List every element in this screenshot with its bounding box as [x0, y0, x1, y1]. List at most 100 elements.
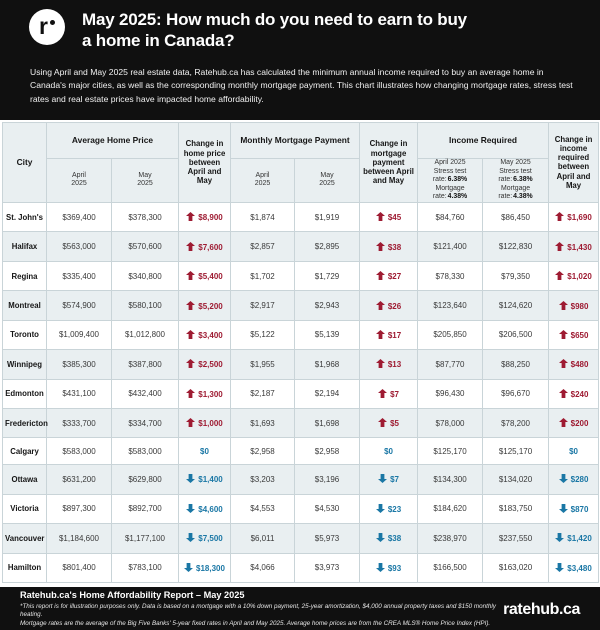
arrow-up-icon — [375, 329, 385, 339]
cell-payment-april: $2,857 — [230, 231, 295, 262]
arrow-up-icon — [186, 329, 196, 339]
cell-income-may: $79,350 — [482, 260, 550, 292]
cell-price-may: $783,100 — [111, 552, 179, 584]
cell-price-april: $431,100 — [46, 378, 112, 410]
change-value: $4,600 — [198, 504, 223, 514]
arrow-up-icon — [555, 271, 565, 281]
cell-price-april: $1,184,600 — [46, 523, 112, 554]
arrow-up-icon — [375, 212, 385, 222]
disclaimer-line1: *This report is for illustration purpose… — [20, 602, 496, 619]
ratehub-wordmark: ratehub.ca — [503, 600, 580, 618]
cell-payment-change: $26 — [359, 290, 419, 321]
cell-price-change: $5,200 — [178, 290, 231, 321]
change-value: $1,300 — [198, 389, 223, 399]
page-title-line1: May 2025: How much do you need to earn t… — [82, 10, 467, 29]
cell-price-change: $2,500 — [178, 349, 231, 380]
cell-payment-april: $1,955 — [230, 349, 295, 380]
change-value: $240 — [570, 389, 589, 399]
cell-payment-change: $7 — [359, 378, 419, 410]
column-header-change-income-required: Change in income required between April … — [548, 122, 600, 203]
intro-description: Using April and May 2025 real estate dat… — [30, 67, 573, 104]
arrow-up-icon — [186, 300, 196, 310]
cell-price-may: $378,300 — [111, 201, 179, 233]
cell-payment-change: $45 — [359, 201, 419, 233]
cell-price-change: $1,000 — [178, 408, 231, 439]
change-value: $26 — [387, 301, 402, 311]
column-header-price-april: April 2025 — [46, 158, 112, 203]
cell-income-april: $87,770 — [417, 349, 484, 380]
cell-payment-change: $23 — [359, 493, 419, 525]
cell-income-april: $96,430 — [417, 378, 484, 410]
cell-income-april: $125,170 — [417, 437, 484, 466]
logo-dot — [50, 20, 55, 25]
table-row: St. John's $369,400 $378,300 $8,900 $1,874 $1… — [2, 201, 600, 233]
cell-payment-may: $4,530 — [293, 493, 361, 525]
cell-income-april: $166,500 — [417, 552, 484, 584]
column-header-change-mortgage-payment: Change in mortgage payment between April… — [359, 122, 419, 203]
cell-price-april: $801,400 — [46, 552, 112, 584]
cell-price-change: $5,400 — [178, 260, 231, 292]
cell-income-april: $123,640 — [417, 290, 484, 321]
arrow-down-icon — [375, 562, 385, 572]
cell-city: Halifax — [2, 231, 47, 262]
table-row: Hamilton $801,400 $783,100 $18,300 $4,066 $3,… — [2, 552, 600, 584]
header-banner: r May 2025: How much do you need to earn… — [0, 0, 600, 120]
change-value: $870 — [570, 504, 589, 514]
change-value: $93 — [387, 563, 402, 573]
cell-price-change: $8,900 — [178, 201, 231, 233]
cell-payment-april: $1,693 — [230, 408, 295, 439]
change-value: $38 — [387, 534, 402, 544]
cell-income-change: $200 — [548, 408, 600, 439]
change-value: $980 — [570, 301, 589, 311]
cell-price-may: $629,800 — [111, 464, 179, 495]
cell-payment-may: $2,943 — [293, 290, 361, 321]
cell-city: Hamilton — [2, 552, 47, 584]
cell-price-april: $574,900 — [46, 290, 112, 321]
cell-payment-may: $5,139 — [293, 319, 361, 351]
cell-income-change: $870 — [548, 493, 600, 525]
arrow-up-icon — [186, 241, 196, 251]
cell-payment-may: $2,958 — [293, 437, 361, 466]
cell-payment-may: $1,919 — [293, 201, 361, 233]
column-group-average-home-price: Average Home Price — [46, 122, 179, 159]
cell-city: Fredericton — [2, 408, 48, 439]
cell-price-april: $563,000 — [46, 231, 112, 262]
cell-payment-april: $2,917 — [230, 290, 295, 321]
cell-income-may: $86,450 — [482, 201, 550, 233]
cell-income-april: $184,620 — [417, 493, 484, 525]
table-row: Victoria $897,300 $892,700 $4,600 $4,553 $4,5… — [2, 493, 600, 525]
cell-payment-change: $27 — [359, 260, 419, 292]
cell-income-change: $1,690 — [548, 201, 600, 233]
cell-price-may: $387,800 — [111, 349, 179, 380]
cell-price-change: $0 — [178, 437, 231, 466]
arrow-up-icon — [186, 388, 196, 398]
cell-payment-change: $0 — [359, 437, 419, 466]
cell-price-april: $897,300 — [46, 493, 112, 525]
cell-payment-april: $4,066 — [230, 552, 295, 584]
cell-city: Edmonton — [2, 378, 47, 410]
cell-price-may: $432,400 — [111, 378, 179, 410]
column-header-change-home-price: Change in home price between April and M… — [178, 122, 231, 203]
affordability-table: City Average Home Price Change in home p… — [2, 122, 600, 584]
disclaimer-line2: Mortgage rates are the average of the Bi… — [20, 620, 491, 628]
cell-income-may: $163,020 — [482, 552, 550, 584]
column-group-income-required: Income Required — [417, 122, 550, 159]
arrow-down-icon — [558, 474, 568, 484]
arrow-up-icon — [186, 418, 196, 428]
arrow-up-icon — [558, 300, 568, 310]
change-value: $23 — [387, 504, 402, 514]
cell-income-may: $88,250 — [482, 349, 550, 380]
cell-income-change: $1,020 — [548, 260, 600, 292]
change-value: $7,500 — [198, 534, 223, 544]
table-row: Fredericton $333,700 $334,700 $1,000 $1,693 $… — [2, 408, 600, 439]
disclaimer: *This report is for illustration purpose… — [20, 603, 503, 629]
cell-price-change: $7,500 — [178, 523, 231, 554]
cell-income-change: $3,480 — [548, 552, 600, 584]
cell-payment-may: $3,196 — [293, 464, 361, 495]
footer-text-block: Ratehub.ca's Home Affordability Report –… — [20, 590, 503, 628]
change-value: $7 — [390, 389, 399, 399]
cell-payment-may: $2,194 — [293, 378, 361, 410]
page-title: May 2025: How much do you need to earn t… — [82, 9, 467, 51]
arrow-down-icon — [186, 533, 196, 543]
cell-city: Winnipeg — [2, 349, 47, 380]
